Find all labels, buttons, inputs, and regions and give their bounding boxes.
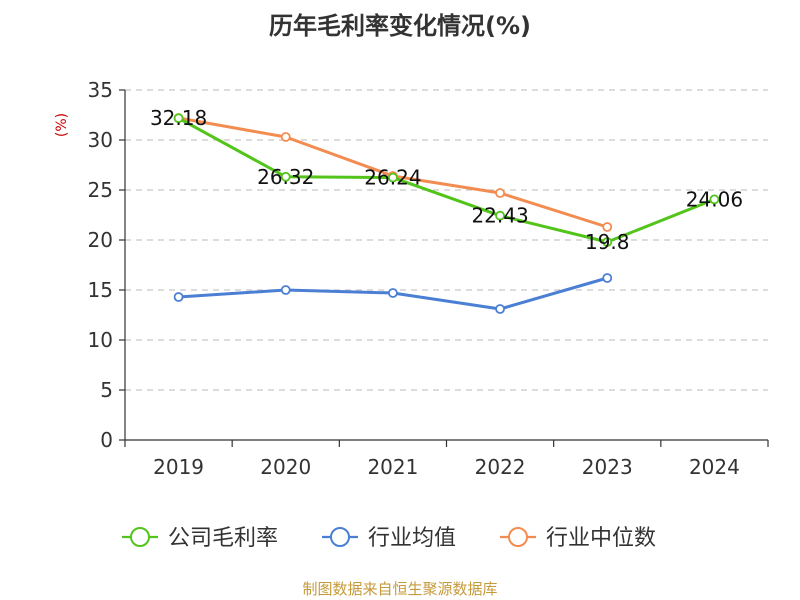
chart-title: 历年毛利率变化情况(%) xyxy=(269,12,531,40)
series-layer xyxy=(173,113,720,314)
y-tick-label: 0 xyxy=(100,428,113,452)
axes: 0 5 10 15 20 25 30 35 2019 2020 2021 2022 2023 2024 xyxy=(88,78,769,479)
data-point[interactable] xyxy=(495,304,505,314)
data-label: 22.43 xyxy=(471,204,528,228)
y-tick-label: 35 xyxy=(88,78,113,102)
data-point[interactable] xyxy=(602,273,613,283)
data-label: 32.18 xyxy=(150,106,207,130)
data-label: 26.24 xyxy=(364,166,421,190)
data-label: 26.32 xyxy=(257,165,314,189)
data-point[interactable] xyxy=(495,188,505,198)
data-point[interactable] xyxy=(280,171,291,182)
series-1 xyxy=(173,273,613,314)
y-tick-label: 20 xyxy=(88,228,113,252)
data-point[interactable] xyxy=(173,292,184,302)
data-point[interactable] xyxy=(388,172,398,183)
legend-label: 行业均值 xyxy=(368,526,456,551)
series-line xyxy=(177,116,715,244)
data-point[interactable] xyxy=(495,210,505,221)
data-point[interactable] xyxy=(280,132,291,142)
grid-lines xyxy=(125,89,768,391)
x-tick-label: 2022 xyxy=(475,455,526,479)
y-tick-label: 25 xyxy=(88,178,113,202)
x-tick-label: 2019 xyxy=(153,455,204,479)
data-point[interactable] xyxy=(602,222,613,232)
legend-item[interactable]: 行业中位数 xyxy=(500,526,656,551)
x-tick-label: 2020 xyxy=(260,455,311,479)
legend[interactable]: 公司毛利率 行业均值 行业中位数 xyxy=(122,526,656,551)
legend-marker-icon xyxy=(330,527,350,547)
data-point[interactable] xyxy=(388,288,398,298)
source-note: 制图数据来自恒生聚源数据库 xyxy=(302,580,497,598)
y-tick-label: 30 xyxy=(88,128,113,152)
legend-marker-icon xyxy=(130,527,150,547)
y-tick-label: 10 xyxy=(88,328,113,352)
x-tick-label: 2023 xyxy=(582,455,633,479)
data-point[interactable] xyxy=(602,237,613,247)
legend-item[interactable]: 公司毛利率 xyxy=(122,526,278,551)
legend-label: 公司毛利率 xyxy=(168,526,278,551)
legend-marker-icon xyxy=(508,527,528,547)
data-label: 24.06 xyxy=(686,187,743,211)
legend-label: 行业中位数 xyxy=(546,526,656,551)
data-point[interactable] xyxy=(280,285,291,295)
data-labels: 32.18 26.32 26.24 22.43 19.8 24.06 xyxy=(150,106,743,254)
series-0 xyxy=(173,113,720,247)
x-tick-label: 2024 xyxy=(689,455,740,479)
data-label: 19.8 xyxy=(585,230,630,254)
data-point[interactable] xyxy=(709,194,720,205)
legend-item[interactable]: 行业均值 xyxy=(322,526,456,551)
y-axis-label: (%) xyxy=(54,113,70,137)
data-point[interactable] xyxy=(173,113,184,124)
x-tick-label: 2021 xyxy=(367,455,418,479)
y-tick-label: 15 xyxy=(88,278,113,302)
y-tick-label: 5 xyxy=(100,378,113,402)
